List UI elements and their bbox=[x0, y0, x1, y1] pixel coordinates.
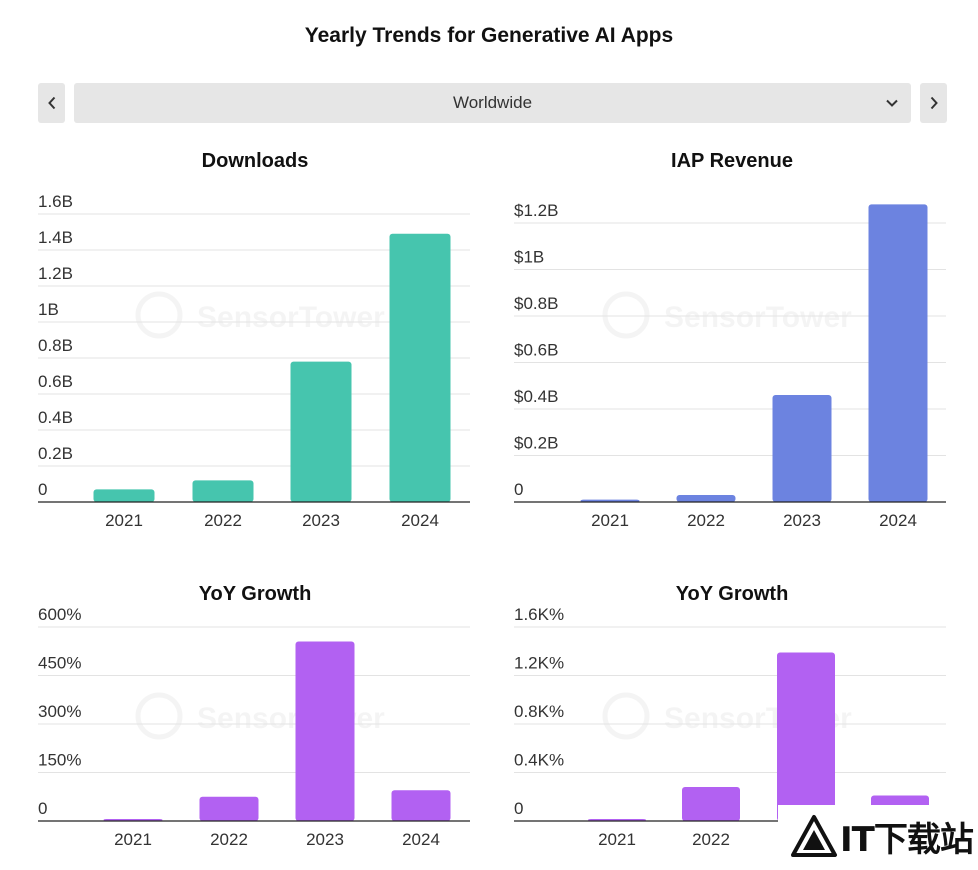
x-tick-label: 2023 bbox=[302, 511, 340, 530]
y-tick-label: 0.8K% bbox=[514, 702, 564, 721]
revenue-growth-chart-panel: SensorTower YoY Growth 0 0.4K% 0.8K% 1.2K% 1.6… bbox=[489, 575, 978, 870]
bar-2024 bbox=[389, 233, 451, 503]
watermark-text: SensorTower bbox=[664, 301, 852, 334]
sensortower-watermark: SensorTower bbox=[602, 291, 852, 339]
revenue-chart-panel: SensorTower IAP Revenue 0 $0.2B $0.4B $0.6B $0… bbox=[489, 140, 978, 545]
x-tick-label: 2022 bbox=[687, 511, 725, 530]
y-tick-label: 0 bbox=[514, 480, 523, 499]
chart-title: YoY Growth bbox=[199, 583, 312, 605]
y-tick-label: 0 bbox=[38, 480, 47, 499]
sensortower-logo-icon bbox=[135, 291, 183, 339]
x-tick-label: 2024 bbox=[401, 511, 439, 530]
y-tick-label: $1.2B bbox=[514, 201, 558, 220]
sensortower-logo-icon bbox=[602, 692, 650, 740]
y-tick-label: 1.6K% bbox=[514, 605, 564, 624]
y-tick-label: 450% bbox=[38, 654, 81, 673]
x-tick-label: 2022 bbox=[692, 830, 730, 849]
x-tick-label: 2021 bbox=[114, 830, 152, 849]
sensortower-watermark: SensorTower bbox=[135, 291, 385, 339]
downloads-growth-chart-panel: SensorTower YoY Growth 0 150% 300% 450% 600% 20… bbox=[0, 575, 489, 870]
y-tick-label: 300% bbox=[38, 702, 81, 721]
bar-2022 bbox=[199, 796, 259, 821]
bar-2023 bbox=[772, 395, 832, 502]
x-tick-label: 2021 bbox=[591, 511, 629, 530]
x-tick-label: 2023 bbox=[783, 511, 821, 530]
y-tick-label: 1.4B bbox=[38, 228, 73, 247]
chevron-right-icon bbox=[930, 96, 938, 110]
downloads-chart-panel: SensorTower Downloads 0 0.2B 0.4B 0.6B 0.8B 1B 1… bbox=[0, 140, 489, 545]
x-tick-label: 2022 bbox=[210, 830, 248, 849]
revenue-chart: SensorTower IAP Revenue 0 $0.2B $0.4B $0.6B $0… bbox=[514, 150, 946, 530]
chevron-down-icon bbox=[886, 99, 898, 107]
site-logo-text: IT下载站 bbox=[840, 819, 974, 860]
y-tick-label: 1B bbox=[38, 300, 59, 319]
bar-2024 bbox=[391, 790, 451, 821]
y-tick-label: $0.4B bbox=[514, 387, 558, 406]
bar-2022 bbox=[192, 480, 254, 502]
x-tick-label: 2024 bbox=[879, 511, 917, 530]
x-tick-label: 2021 bbox=[598, 830, 636, 849]
site-logo: IT下载站 bbox=[778, 805, 978, 867]
chevron-left-icon bbox=[47, 96, 55, 110]
bar-2021 bbox=[93, 489, 155, 502]
bar-2023 bbox=[290, 361, 352, 502]
bar-2022 bbox=[676, 495, 736, 502]
y-tick-label: 0.8B bbox=[38, 336, 73, 355]
sensortower-logo-icon bbox=[135, 692, 183, 740]
prev-region-button[interactable] bbox=[38, 83, 65, 123]
triangle-logo-icon bbox=[791, 815, 837, 857]
sensortower-logo-icon bbox=[602, 291, 650, 339]
page-title: Yearly Trends for Generative AI Apps bbox=[304, 24, 674, 47]
y-tick-label: $1B bbox=[514, 248, 544, 267]
y-tick-label: 0.2B bbox=[38, 444, 73, 463]
bar-2023 bbox=[777, 652, 835, 821]
y-tick-label: $0.8B bbox=[514, 294, 558, 313]
chart-title: IAP Revenue bbox=[671, 150, 793, 172]
region-select[interactable]: Worldwide bbox=[74, 83, 911, 123]
y-tick-label: 0.4B bbox=[38, 408, 73, 427]
watermark-text: SensorTower bbox=[197, 702, 385, 735]
y-tick-label: 0 bbox=[514, 799, 523, 818]
downloads-chart: SensorTower Downloads 0 0.2B 0.4B 0.6B 0.8B 1B 1… bbox=[38, 150, 470, 530]
y-tick-label: 150% bbox=[38, 751, 81, 770]
y-tick-label: 0.6B bbox=[38, 372, 73, 391]
region-select-value: Worldwide bbox=[452, 93, 533, 112]
y-tick-label: $0.2B bbox=[514, 434, 558, 453]
downloads-growth-chart: SensorTower YoY Growth 0 150% 300% 450% 600% 20… bbox=[38, 583, 470, 849]
y-tick-label: 1.2K% bbox=[514, 654, 564, 673]
y-tick-label: $0.6B bbox=[514, 341, 558, 360]
bar-2023 bbox=[295, 641, 355, 821]
x-tick-label: 2023 bbox=[306, 830, 344, 849]
y-tick-label: 600% bbox=[38, 605, 81, 624]
chart-title: Downloads bbox=[202, 150, 309, 172]
chart-title: YoY Growth bbox=[676, 583, 789, 605]
y-tick-label: 1.6B bbox=[38, 192, 73, 211]
bar-2022 bbox=[682, 787, 740, 821]
x-tick-label: 2022 bbox=[204, 511, 242, 530]
y-tick-label: 0 bbox=[38, 799, 47, 818]
watermark-text: SensorTower bbox=[197, 301, 385, 334]
bar-2024 bbox=[868, 204, 928, 502]
x-tick-label: 2024 bbox=[402, 830, 440, 849]
y-tick-label: 1.2B bbox=[38, 264, 73, 283]
y-tick-label: 0.4K% bbox=[514, 751, 564, 770]
next-region-button[interactable] bbox=[920, 83, 947, 123]
x-tick-label: 2021 bbox=[105, 511, 143, 530]
